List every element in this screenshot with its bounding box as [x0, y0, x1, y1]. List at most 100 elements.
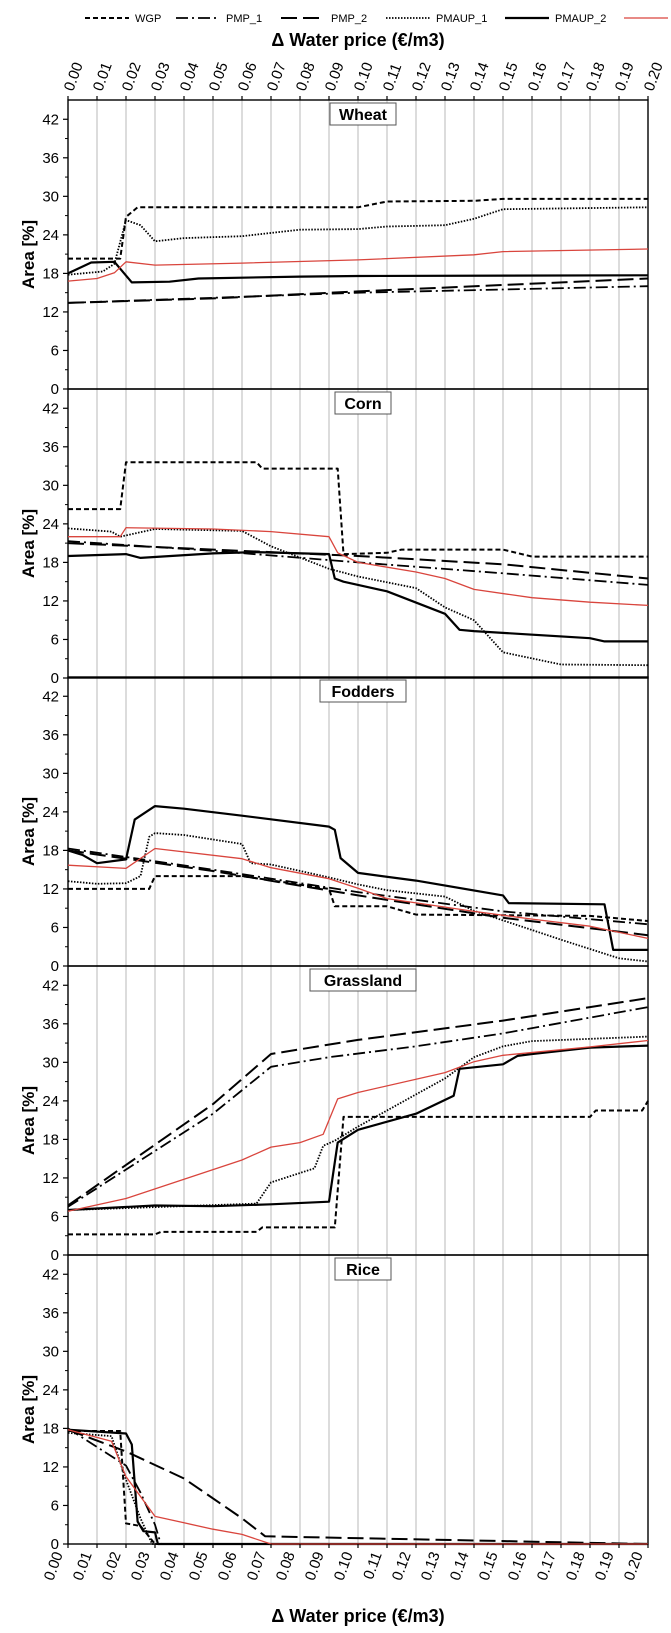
- series-line-pmp-2: [67, 997, 649, 1207]
- series-line-average: [67, 1039, 649, 1212]
- y-tick-label: 18: [42, 265, 59, 282]
- x-tick-label-bottom: 0.04: [157, 1550, 183, 1583]
- x-tick-label-bottom: 0.13: [418, 1550, 444, 1583]
- panel-frame: [67, 388, 649, 679]
- x-tick-label-bottom: 0.05: [186, 1550, 212, 1583]
- series-line-pmp-2: [67, 1428, 649, 1545]
- legend-label: PMAUP_1: [436, 13, 487, 25]
- x-tick-label-bottom: 0.09: [302, 1550, 328, 1583]
- series-line-average: [68, 527, 649, 607]
- y-tick-label: 36: [42, 1305, 59, 1322]
- y-tick-label: 36: [42, 1016, 59, 1033]
- y-tick-label: 18: [42, 842, 59, 859]
- x-tick-label-top: 0.07: [264, 60, 290, 93]
- panel-title-box: [334, 1257, 392, 1281]
- series-line-average: [67, 847, 649, 940]
- x-tick-label-bottom: 0.10: [331, 1550, 357, 1583]
- y-tick-label: 12: [42, 1170, 59, 1187]
- y-tick-label: 12: [42, 881, 59, 898]
- panel-title-box: [329, 102, 397, 126]
- legend-label: PMP_1: [226, 13, 262, 25]
- series-line-pmp-2: [67, 277, 649, 304]
- series-line-wgp: [68, 197, 648, 260]
- y-tick-label: 6: [51, 1208, 59, 1225]
- x-tick-label-bottom: 0.16: [505, 1550, 531, 1583]
- series-line-pmaup-1: [67, 1035, 649, 1211]
- x-tick-label-top: 0.05: [206, 60, 232, 93]
- y-tick-label: 12: [42, 304, 59, 321]
- y-tick-label: 0: [51, 1536, 59, 1553]
- x-tick-label-top: 0.20: [641, 60, 667, 93]
- y-tick-label: 30: [42, 1054, 59, 1071]
- y-tick-label: 18: [42, 1131, 59, 1148]
- series-line-pmaup-2: [67, 1428, 648, 1546]
- panel-title: Fodders: [331, 684, 394, 701]
- y-tick-label: 42: [42, 400, 59, 417]
- x-tick-label-top: 0.02: [119, 60, 145, 93]
- x-tick-label-bottom: 0.20: [621, 1550, 647, 1583]
- x-tick-label-bottom: 0.06: [215, 1550, 241, 1583]
- y-tick-label: 0: [51, 670, 59, 687]
- x-tick-label-top: 0.18: [583, 60, 609, 93]
- x-tick-label-top: 0.19: [612, 60, 638, 93]
- x-axis-label-top: Δ Water price (€/m3): [271, 30, 444, 50]
- y-tick-label: 36: [42, 727, 59, 744]
- series-line-average: [67, 1429, 648, 1545]
- panel-title: Rice: [346, 1262, 380, 1279]
- y-tick-label: 6: [51, 1497, 59, 1514]
- x-tick-label-top: 0.09: [322, 60, 348, 93]
- x-tick-label-top: 0.13: [438, 60, 464, 93]
- y-tick-label: 42: [42, 977, 59, 994]
- panel-title: Wheat: [339, 107, 388, 124]
- y-tick-label: 24: [42, 804, 59, 821]
- legend-label: PMAUP_2: [555, 13, 606, 25]
- y-tick-label: 36: [42, 439, 59, 456]
- x-tick-label-top: 0.06: [235, 60, 261, 93]
- y-tick-label: 6: [51, 342, 59, 359]
- series-line-pmp-2: [67, 542, 649, 580]
- panel-title-box: [309, 968, 417, 992]
- x-tick-label-top: 0.12: [409, 60, 435, 93]
- series-line-pmp-2: [67, 849, 649, 937]
- series-line-pmp-1: [67, 847, 649, 926]
- y-tick-label: 12: [42, 1459, 59, 1476]
- x-tick-label-bottom: 0.15: [476, 1550, 502, 1583]
- y-axis-label: Area [%]: [19, 509, 38, 578]
- x-tick-label-bottom: 0.12: [389, 1550, 415, 1583]
- x-tick-label-bottom: 0.17: [534, 1550, 560, 1583]
- x-tick-label-top: 0.15: [496, 60, 522, 93]
- y-tick-label: 42: [42, 111, 59, 128]
- y-tick-label: 24: [42, 1382, 59, 1399]
- series-line-pmaup-2: [67, 805, 648, 951]
- y-tick-label: 42: [42, 688, 59, 705]
- x-tick-label-bottom: 0.00: [41, 1550, 67, 1583]
- y-tick-label: 12: [42, 593, 59, 610]
- x-tick-label-bottom: 0.11: [360, 1550, 386, 1582]
- y-tick-label: 30: [42, 477, 59, 494]
- x-tick-label-top: 0.08: [293, 60, 319, 93]
- x-tick-label-bottom: 0.19: [592, 1550, 618, 1583]
- y-tick-label: 24: [42, 516, 59, 533]
- x-tick-label-bottom: 0.08: [273, 1550, 299, 1583]
- y-axis-label: Area [%]: [19, 797, 38, 866]
- x-tick-label-bottom: 0.03: [128, 1550, 154, 1583]
- series-line-pmaup-1: [67, 1432, 648, 1545]
- y-axis-label: Area [%]: [19, 220, 38, 289]
- x-tick-label-bottom: 0.14: [447, 1550, 473, 1583]
- y-tick-label: 30: [42, 1343, 59, 1360]
- series-line-pmaup-2: [67, 551, 648, 643]
- x-tick-label-top: 0.11: [380, 61, 406, 93]
- y-tick-label: 30: [42, 765, 59, 782]
- x-tick-label-top: 0.10: [351, 60, 377, 93]
- series-line-pmaup-1: [67, 527, 649, 667]
- x-tick-label-top: 0.01: [90, 60, 116, 93]
- x-tick-label-top: 0.14: [467, 60, 493, 93]
- y-tick-label: 6: [51, 631, 59, 648]
- y-tick-label: 30: [42, 188, 59, 205]
- y-axis-label: Area [%]: [19, 1086, 38, 1155]
- x-tick-label-bottom: 0.02: [99, 1550, 125, 1583]
- y-axis-label: Area [%]: [19, 1375, 38, 1444]
- y-tick-label: 42: [42, 1266, 59, 1283]
- panel-title-box: [334, 391, 392, 415]
